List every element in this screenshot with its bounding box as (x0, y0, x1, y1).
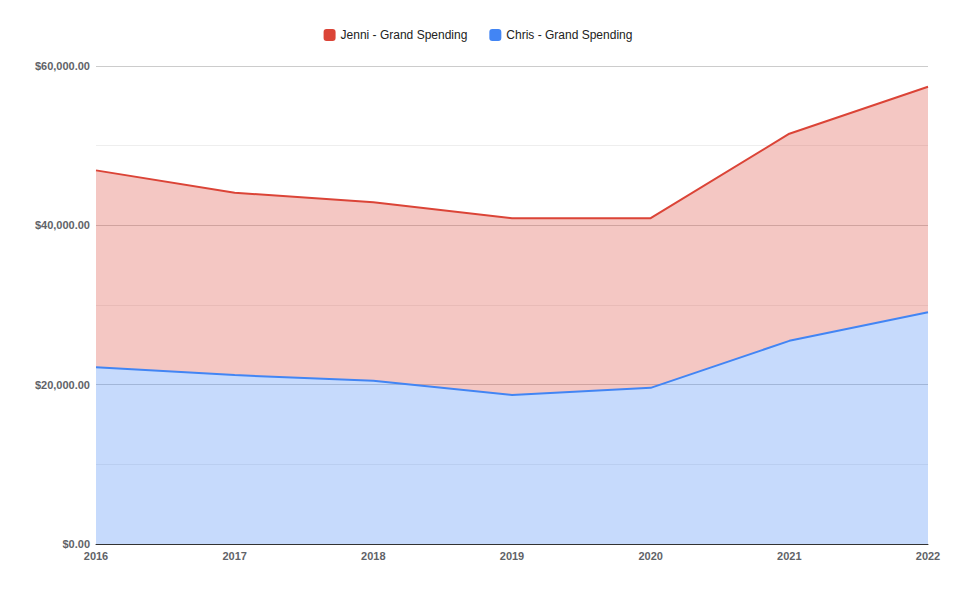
svg-text:2020: 2020 (638, 550, 662, 562)
svg-text:2021: 2021 (777, 550, 801, 562)
svg-text:Chris - Grand Spending: Chris - Grand Spending (506, 28, 632, 42)
svg-text:2016: 2016 (84, 550, 108, 562)
svg-text:2018: 2018 (361, 550, 385, 562)
svg-text:$40,000.00: $40,000.00 (35, 219, 90, 231)
svg-text:2017: 2017 (222, 550, 246, 562)
svg-text:$20,000.00: $20,000.00 (35, 379, 90, 391)
svg-text:2019: 2019 (500, 550, 524, 562)
svg-text:$0.00: $0.00 (62, 538, 90, 550)
svg-text:Jenni - Grand Spending: Jenni - Grand Spending (341, 28, 468, 42)
svg-text:2022: 2022 (916, 550, 940, 562)
svg-text:$60,000.00: $60,000.00 (35, 60, 90, 72)
